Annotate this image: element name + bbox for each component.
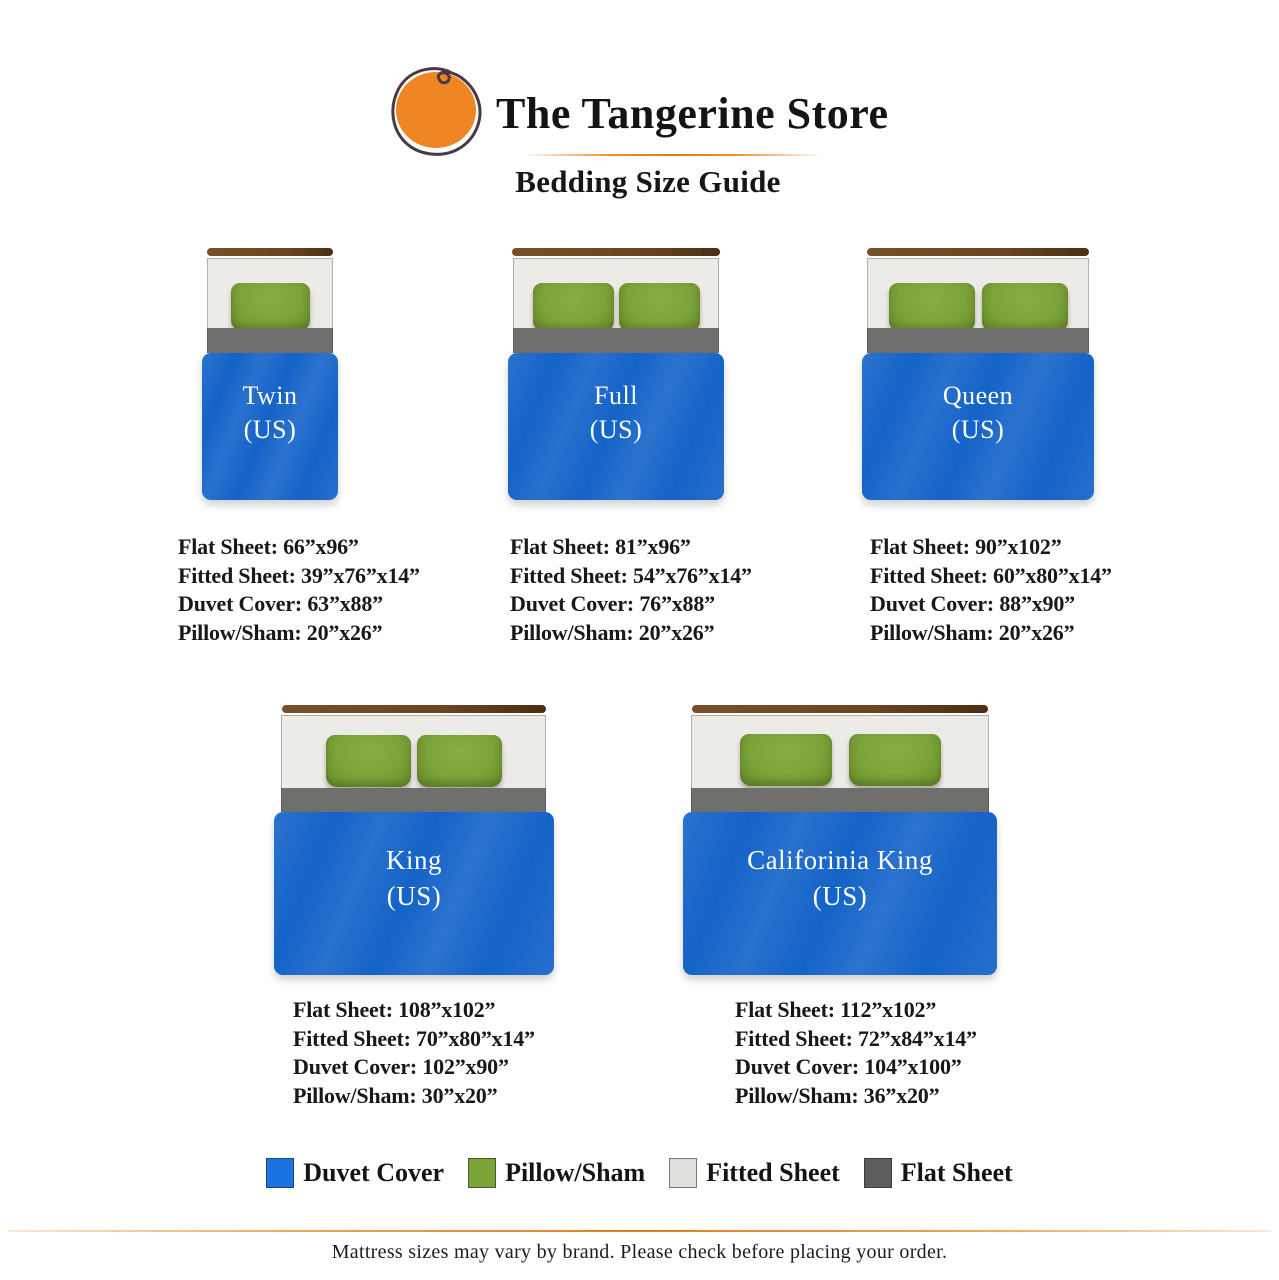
bed-diagram-queen: Queen (US) — [862, 248, 1094, 500]
pillow-row — [692, 734, 988, 786]
pillow — [848, 734, 941, 786]
flat-sheet-band — [513, 328, 719, 353]
spec-line: Duvet Cover: 104”x100” — [735, 1054, 962, 1079]
duvet-cover: King (US) — [274, 812, 554, 975]
fitted-sheet-area — [207, 258, 333, 331]
bed-region: (US) — [243, 415, 297, 444]
pillow-row — [868, 283, 1088, 332]
spec-line: Flat Sheet: 112”x102” — [735, 997, 937, 1022]
spec-line: Flat Sheet: 66”x96” — [178, 534, 359, 559]
duvet-cover: Full (US) — [508, 353, 724, 500]
spec-line: Flat Sheet: 81”x96” — [510, 534, 691, 559]
duvet-cover: Califorinia King (US) — [683, 812, 997, 975]
spec-line: Duvet Cover: 63”x88” — [178, 591, 383, 616]
spec-line: Pillow/Sham: 20”x26” — [870, 619, 1075, 645]
bed-region: (US) — [951, 415, 1005, 444]
size-specs-queen: Flat Sheet: 90”x102” Fitted Sheet: 60”x8… — [870, 533, 1112, 647]
bed-name-label: Queen (US) — [862, 379, 1094, 447]
flat-sheet-swatch-icon — [863, 1158, 892, 1188]
fitted-sheet-swatch-icon — [669, 1158, 698, 1188]
spec-line: Fitted Sheet: 39”x76”x14” — [178, 562, 420, 588]
spec-line: Fitted Sheet: 70”x80”x14” — [293, 1025, 535, 1051]
bed-name: King — [386, 845, 442, 875]
bed-name: Full — [594, 381, 638, 410]
headboard — [282, 705, 546, 713]
bed-diagram-twin: Twin (US) — [202, 248, 338, 500]
fitted-sheet-area — [867, 258, 1089, 332]
spec-line: Fitted Sheet: 54”x76”x14” — [510, 562, 752, 588]
fitted-sheet-area — [691, 715, 989, 788]
bed-region: (US) — [386, 881, 442, 911]
legend-label: Duvet Cover — [303, 1158, 445, 1187]
pillow — [981, 283, 1068, 332]
size-specs-california-king: Flat Sheet: 112”x102” Fitted Sheet: 72”x… — [735, 996, 977, 1110]
legend: Duvet Cover Pillow/Sham Fitted Sheet Fla… — [0, 1158, 1279, 1188]
spec-line: Pillow/Sham: 30”x20” — [293, 1082, 498, 1108]
legend-label: Fitted Sheet — [706, 1158, 840, 1187]
flat-sheet-band — [281, 788, 546, 812]
pillow — [618, 283, 700, 332]
spec-line: Pillow/Sham: 36”x20” — [735, 1082, 940, 1108]
footer-note: Mattress sizes may vary by brand. Please… — [331, 1241, 948, 1263]
page-title: Bedding Size Guide — [515, 164, 781, 199]
duvet-cover: Twin (US) — [202, 353, 338, 500]
pillow-row — [282, 735, 545, 787]
size-specs-twin: Flat Sheet: 66”x96” Fitted Sheet: 39”x76… — [178, 533, 420, 647]
headboard — [692, 705, 988, 713]
pillow — [739, 734, 832, 786]
legend-item-flat-sheet: Flat Sheet — [863, 1158, 1013, 1188]
bed-name: Queen — [942, 381, 1014, 410]
pillow-sham-swatch-icon — [468, 1158, 497, 1188]
legend-label: Flat Sheet — [900, 1158, 1013, 1187]
duvet-cover-swatch-icon — [266, 1158, 295, 1188]
title-divider — [528, 154, 818, 156]
spec-line: Flat Sheet: 90”x102” — [870, 534, 1062, 559]
pillow-row — [208, 283, 332, 331]
bed-region: (US) — [589, 415, 643, 444]
bed-name: Califorinia King — [747, 845, 933, 875]
flat-sheet-band — [691, 788, 989, 812]
pillow — [230, 283, 310, 331]
pillow — [416, 735, 502, 787]
footer-divider — [8, 1230, 1271, 1232]
pillow — [888, 283, 975, 332]
pillow — [532, 283, 614, 332]
bed-diagram-full: Full (US) — [508, 248, 724, 500]
bed-region: (US) — [812, 881, 868, 911]
fitted-sheet-area — [281, 715, 546, 788]
bed-name-label: Twin (US) — [202, 379, 338, 447]
legend-item-fitted-sheet: Fitted Sheet — [669, 1158, 840, 1188]
pillow-row — [514, 283, 718, 332]
spec-line: Pillow/Sham: 20”x26” — [178, 619, 383, 645]
legend-item-pillow-sham: Pillow/Sham — [468, 1158, 645, 1188]
tangerine-logo-icon — [391, 67, 482, 156]
legend-label: Pillow/Sham — [505, 1158, 646, 1187]
fitted-sheet-area — [513, 258, 719, 332]
headboard — [867, 248, 1089, 256]
bed-name-label: Califorinia King (US) — [683, 842, 997, 914]
spec-line: Flat Sheet: 108”x102” — [293, 997, 496, 1022]
spec-line: Duvet Cover: 102”x90” — [293, 1054, 509, 1079]
bed-name-label: Full (US) — [508, 379, 724, 447]
flat-sheet-band — [867, 328, 1089, 353]
spec-line: Duvet Cover: 88”x90” — [870, 591, 1075, 616]
pillow — [325, 735, 411, 787]
flat-sheet-band — [207, 328, 333, 353]
spec-line: Fitted Sheet: 60”x80”x14” — [870, 562, 1112, 588]
size-specs-full: Flat Sheet: 81”x96” Fitted Sheet: 54”x76… — [510, 533, 752, 647]
legend-item-duvet-cover: Duvet Cover — [266, 1158, 444, 1188]
spec-line: Fitted Sheet: 72”x84”x14” — [735, 1025, 977, 1051]
store-name: The Tangerine Store — [496, 89, 889, 138]
duvet-cover: Queen (US) — [862, 353, 1094, 500]
bed-diagram-california-king: Califorinia King (US) — [683, 705, 997, 975]
bed-name-label: King (US) — [274, 842, 554, 914]
size-specs-king: Flat Sheet: 108”x102” Fitted Sheet: 70”x… — [293, 996, 535, 1110]
spec-line: Duvet Cover: 76”x88” — [510, 591, 715, 616]
headboard — [207, 248, 333, 256]
bed-name: Twin — [242, 381, 298, 410]
bed-diagram-king: King (US) — [274, 705, 554, 975]
headboard — [512, 248, 720, 256]
spec-line: Pillow/Sham: 20”x26” — [510, 619, 715, 645]
